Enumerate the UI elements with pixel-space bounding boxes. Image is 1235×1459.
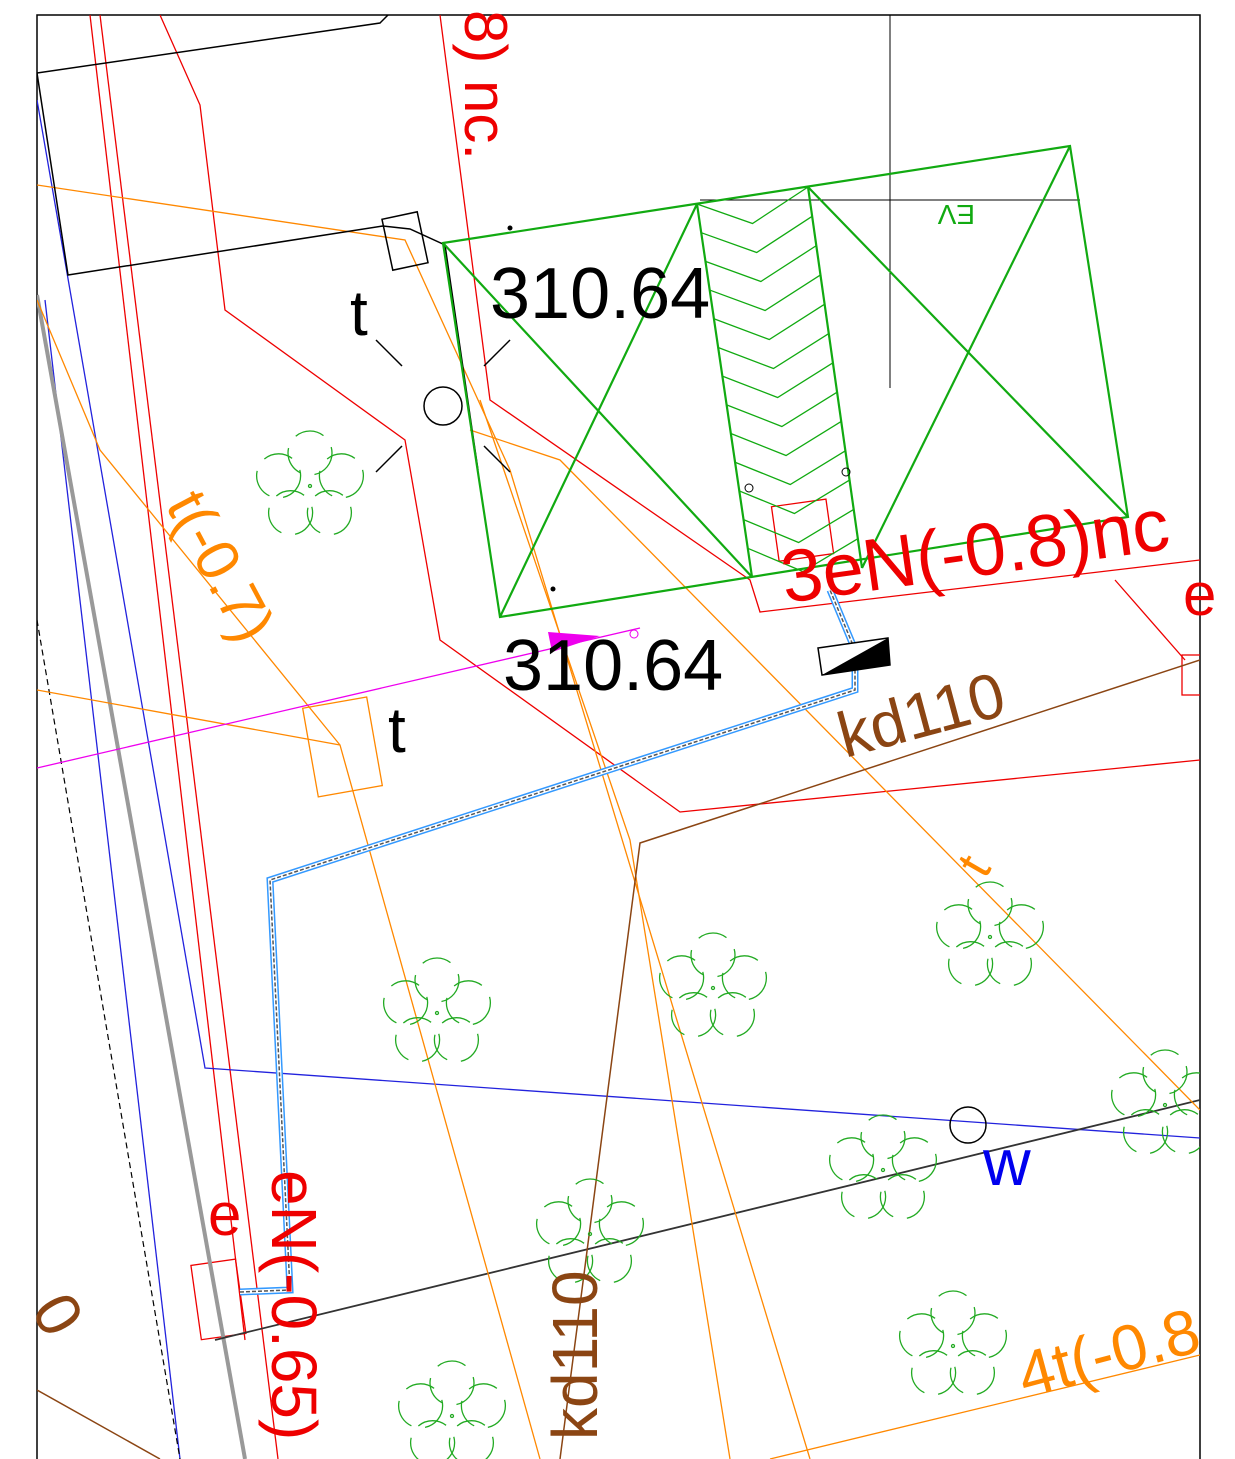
elevation: 310.64 (503, 626, 723, 706)
point (551, 587, 556, 592)
point (508, 226, 513, 231)
label: eN(-0.65) (258, 1170, 330, 1440)
label: e (208, 1181, 241, 1248)
label: w (982, 1125, 1031, 1199)
label: EV (937, 199, 975, 230)
label: t (388, 694, 406, 766)
elevation: 310.64 (490, 254, 710, 334)
label: t (350, 277, 368, 349)
label: kd110 (539, 1270, 611, 1440)
label: 8) nc. (452, 10, 519, 160)
site-plan: 8) nc. 310.64 310.64 t t t(-0.7) 3eN(-0.… (0, 0, 1235, 1459)
label: e (1183, 561, 1216, 628)
